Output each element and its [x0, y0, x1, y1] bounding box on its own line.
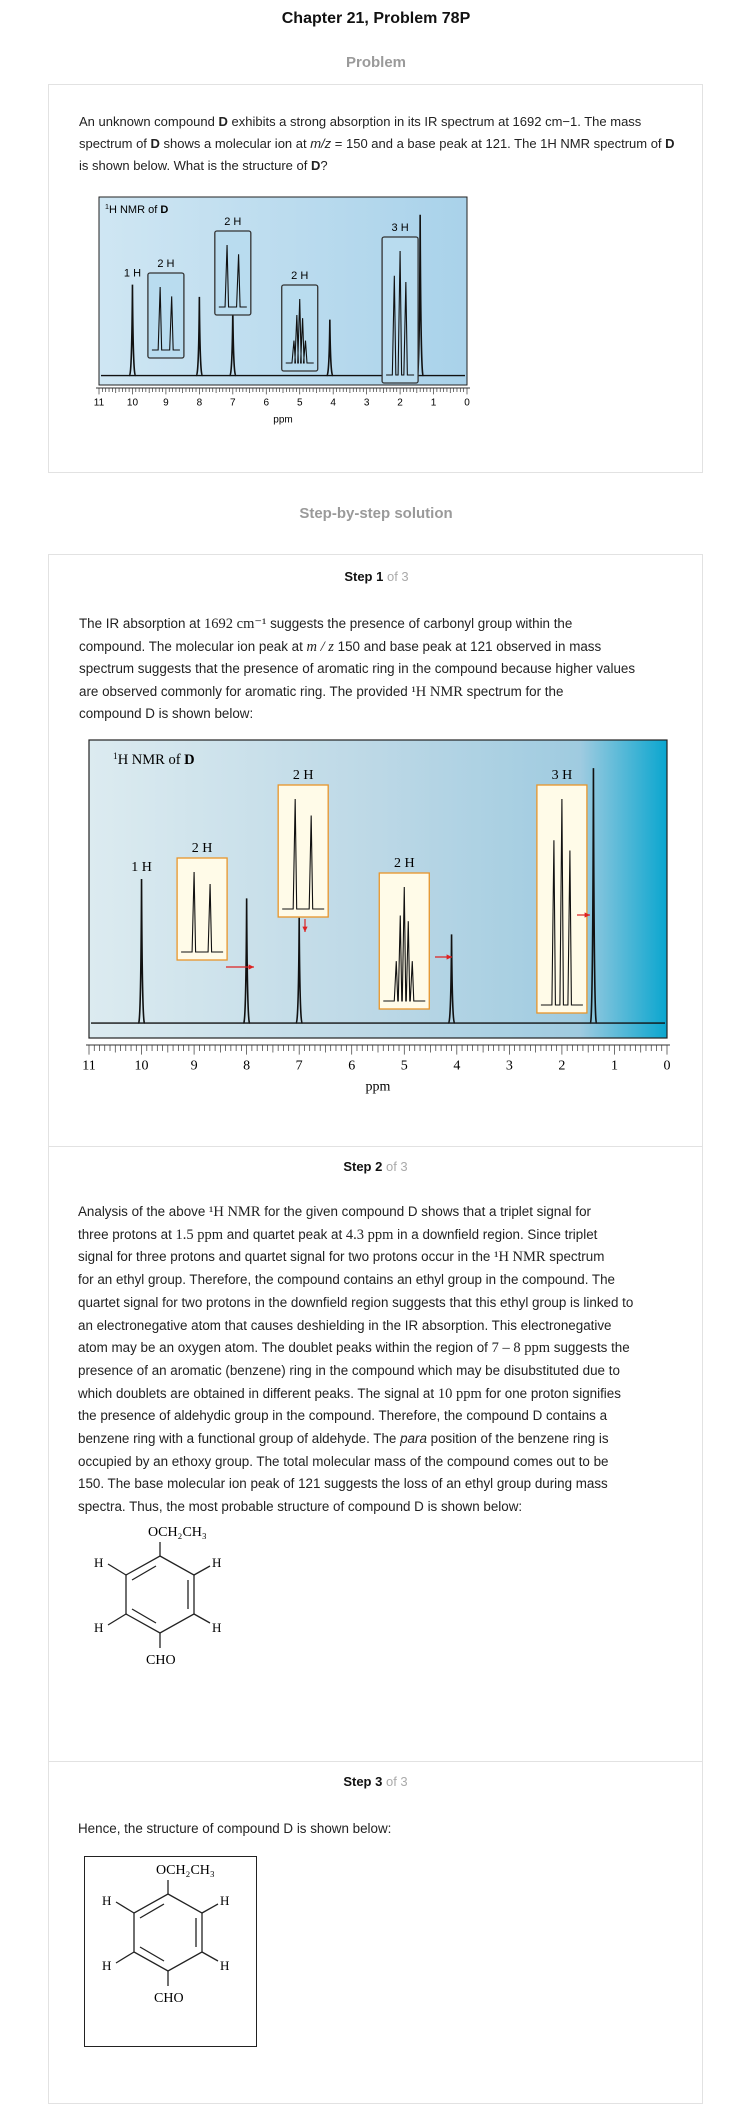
tick-label: 6 — [263, 397, 269, 408]
substituent-aldehyde: CHO — [146, 1653, 176, 1668]
step1-heading: Step 1 of 3 — [344, 569, 409, 584]
inset-label: 2 H — [224, 216, 241, 228]
spectrum-peak — [195, 296, 204, 377]
multiplet-signal — [181, 871, 224, 953]
tick-label: 8 — [197, 397, 203, 408]
tick-label: 3 — [506, 1059, 513, 1074]
pointer-arrow-head — [446, 954, 452, 960]
hydrogen-label: H — [102, 1958, 111, 1973]
nmr-spectrum-large: 1H NMR of D1 H2 H2 H2 H3 H11 10 9 8 7 6 5 4 3 2 1 0… — [82, 739, 671, 1095]
tick-label: 8 — [243, 1059, 250, 1074]
tick-label: 5 — [297, 397, 303, 408]
hydrogen-label: H — [212, 1555, 221, 1570]
substituent-aldehyde: CHO — [154, 1991, 184, 2006]
spectrum-peak — [242, 898, 251, 1024]
peak-label: 1 H — [124, 268, 141, 280]
problem-text: An unknown compound D exhibits a strong … — [79, 114, 675, 173]
multiplet-signal — [540, 798, 583, 1006]
inset-label: 2 H — [291, 270, 308, 282]
tick-label: 4 — [453, 1059, 460, 1074]
tick-label: 7 — [230, 397, 236, 408]
pointer-arrow-head — [302, 926, 308, 932]
tick-label: 7 — [296, 1059, 303, 1074]
tick-label: 10 — [127, 397, 139, 408]
inset-label: 2 H — [157, 258, 174, 270]
spectrum-inset — [176, 857, 228, 961]
inset-label: 2 H — [394, 856, 415, 871]
substituent-ethoxy: OCH₂CH₃ — [156, 1863, 215, 1878]
solution-card: Step 1 of 3 The IR absorption at 1692 cm… — [48, 554, 703, 2104]
problem-heading: Problem — [345, 54, 406, 71]
step-divider — [48, 1146, 703, 1147]
pointer-arrow-head — [248, 964, 254, 970]
spectrum-inset — [214, 230, 252, 316]
pointer-arrow-head — [584, 912, 590, 918]
tick-label: 11 — [94, 397, 105, 408]
hydrogen-label: H — [220, 1958, 229, 1973]
spectrum-peak — [137, 878, 146, 1024]
x-axis-label: ppm — [273, 414, 292, 425]
spectrum-peak — [589, 768, 598, 1024]
multiplet-signal — [282, 798, 325, 910]
hydrogen-label: H — [212, 1620, 221, 1635]
tick-label: 6 — [348, 1059, 355, 1074]
multiplet-signal — [218, 244, 247, 308]
hydrogen-label: H — [102, 1893, 111, 1908]
spectrum-inset — [281, 284, 319, 372]
spectrum-title: 1H NMR of D — [105, 203, 168, 216]
peak-label: 1 H — [131, 860, 152, 875]
hydrogen-label: H — [94, 1620, 103, 1635]
tick-label: 1 — [611, 1059, 618, 1074]
page-title: Chapter 21, Problem 78P — [281, 10, 471, 27]
nmr-spectrum-small: 1H NMR of D1 H2 H2 H2 H3 H11 10 9 8 7 6 5 4 3 2 1 0… — [94, 196, 470, 425]
multiplet-signal — [285, 298, 314, 364]
inset-label: 2 H — [293, 768, 314, 783]
structure-diagram-step2: OCH₂CH₃ CHO H H H H — [94, 1525, 221, 1668]
structure-diagram-step3: OCH₂CH₃ CHO H H H H — [84, 1856, 257, 2047]
spectrum-title: 1H NMR of D — [113, 752, 195, 768]
tick-label: 2 — [397, 397, 403, 408]
step2-text: Analysis of the above ¹H NMR for the giv… — [78, 1204, 634, 1515]
tick-label: 10 — [135, 1059, 149, 1074]
step2-heading: Step 2 of 3 — [343, 1159, 408, 1174]
spectrum-peak — [447, 934, 456, 1024]
tick-label: 9 — [163, 397, 169, 408]
hydrogen-label: H — [220, 1893, 229, 1908]
spectrum-peak — [295, 917, 303, 1024]
spectrum-peak — [128, 284, 137, 377]
step3-heading: Step 3 of 3 — [343, 1774, 408, 1789]
tick-label: 0 — [464, 397, 470, 408]
tick-label: 9 — [191, 1059, 198, 1074]
inset-label: 3 H — [392, 222, 409, 234]
step1-text: The IR absorption at 1692 cm⁻¹ suggests … — [79, 616, 636, 722]
spectrum-inset — [381, 236, 419, 384]
tick-label: 4 — [330, 397, 336, 408]
inset-label: 3 H — [552, 768, 573, 783]
spectrum-peak — [326, 319, 334, 377]
tick-label: 3 — [364, 397, 370, 408]
tick-label: 0 — [664, 1059, 671, 1074]
multiplet-signal — [383, 886, 426, 1002]
tick-label: 5 — [401, 1059, 408, 1074]
tick-label: 11 — [82, 1059, 95, 1074]
substituent-ethoxy: OCH₂CH₃ — [148, 1525, 207, 1540]
tick-label: 1 — [431, 397, 437, 408]
multiplet-signal — [386, 250, 415, 376]
step3-text: Hence, the structure of compound D is sh… — [78, 1821, 392, 1836]
hydrogen-label: H — [94, 1555, 103, 1570]
step-divider — [48, 1761, 703, 1762]
multiplet-signal — [151, 286, 180, 351]
spectrum-inset — [147, 272, 185, 359]
solution-heading: Step-by-step solution — [299, 505, 453, 522]
problem-card: An unknown compound D exhibits a strong … — [48, 84, 703, 473]
inset-label: 2 H — [192, 841, 213, 856]
tick-label: 2 — [558, 1059, 565, 1074]
spectrum-inset — [277, 784, 329, 918]
x-axis-label: ppm — [366, 1080, 391, 1095]
